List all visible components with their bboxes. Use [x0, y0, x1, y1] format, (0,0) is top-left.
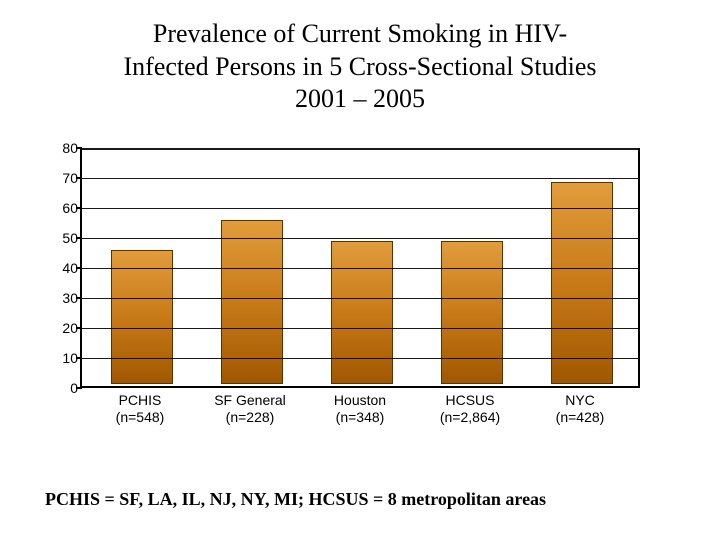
category-n: (n=428) — [529, 409, 631, 426]
bar-chart: 01020304050607080 PCHIS(n=548)SF General… — [80, 148, 640, 448]
gridline — [82, 238, 640, 239]
plot-area — [80, 148, 640, 388]
gridline — [82, 208, 640, 209]
bar — [551, 182, 613, 384]
bar — [441, 241, 503, 384]
title-line-3: 2001 – 2005 — [295, 84, 425, 113]
bar — [111, 250, 173, 384]
gridline — [82, 298, 640, 299]
y-tick-label: 10 — [38, 350, 78, 366]
category-name: NYC — [529, 392, 631, 409]
x-tick-label: Houston(n=348) — [309, 392, 411, 426]
x-tick-label: HCSUS(n=2,864) — [419, 392, 521, 426]
y-axis-labels: 01020304050607080 — [38, 148, 78, 388]
y-tick-label: 50 — [38, 230, 78, 246]
gridline — [82, 178, 640, 179]
y-tick-label: 60 — [38, 200, 78, 216]
footnote-text: PCHIS = SF, LA, IL, NJ, NY, MI; HCSUS = … — [45, 489, 546, 510]
y-tick-label: 70 — [38, 170, 78, 186]
y-tick-label: 30 — [38, 290, 78, 306]
category-name: SF General — [199, 392, 301, 409]
gridline — [82, 328, 640, 329]
category-name: HCSUS — [419, 392, 521, 409]
x-tick-label: NYC(n=428) — [529, 392, 631, 426]
gridline — [82, 268, 640, 269]
axis-top-border — [82, 148, 640, 150]
gridline — [82, 358, 640, 359]
bar — [221, 220, 283, 384]
category-n: (n=348) — [309, 409, 411, 426]
y-tick-label: 80 — [38, 140, 78, 156]
y-tick-label: 40 — [38, 260, 78, 276]
category-n: (n=2,864) — [419, 409, 521, 426]
x-tick-label: PCHIS(n=548) — [89, 392, 191, 426]
title-line-2: Infected Persons in 5 Cross-Sectional St… — [124, 52, 597, 81]
slide-title: Prevalence of Current Smoking in HIV- In… — [0, 0, 720, 116]
x-tick-label: SF General(n=228) — [199, 392, 301, 426]
bar — [331, 241, 393, 384]
bars-container — [82, 146, 640, 384]
y-tick — [76, 387, 82, 389]
y-tick-label: 20 — [38, 320, 78, 336]
y-tick-label: 0 — [38, 380, 78, 396]
title-line-1: Prevalence of Current Smoking in HIV- — [153, 19, 567, 48]
slide: Prevalence of Current Smoking in HIV- In… — [0, 0, 720, 540]
category-n: (n=228) — [199, 409, 301, 426]
category-name: PCHIS — [89, 392, 191, 409]
category-name: Houston — [309, 392, 411, 409]
category-n: (n=548) — [89, 409, 191, 426]
